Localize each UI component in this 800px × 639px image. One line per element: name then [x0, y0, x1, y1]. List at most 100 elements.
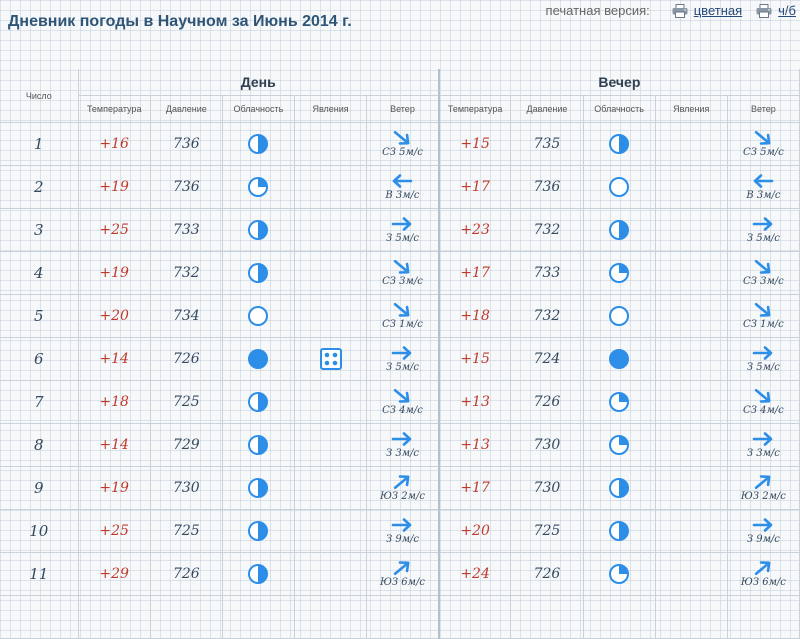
day-number: 9: [0, 466, 79, 510]
pressure-cell: [510, 595, 584, 639]
print-version-label: печатная версия:: [545, 3, 650, 18]
column-header-phenomena: Явления: [655, 95, 728, 123]
temperature-cell: +17: [438, 466, 512, 510]
temperature-cell: +20: [78, 294, 151, 338]
cloud-half-icon: [248, 263, 269, 283]
phenomena-cell: [294, 251, 368, 295]
wind-cell: З 9м/с: [727, 509, 800, 553]
wind-arrow-icon: [394, 259, 410, 274]
wind-cell: СЗ 5м/с: [366, 122, 440, 166]
wind-cell: ЮЗ 2м/с: [366, 466, 440, 510]
wind-text: З 5м/с: [385, 362, 419, 373]
group-header-day: День: [78, 69, 440, 96]
temperature-cell: +14: [78, 337, 151, 381]
wind-text: З 3м/с: [746, 448, 780, 459]
wind-text: СЗ 4м/с: [743, 405, 784, 416]
temperature-cell: +16: [78, 122, 151, 166]
cloud-quarter-icon: [609, 564, 630, 584]
table-row: 11 +29 726 ЮЗ 6м/с +24 726 ЮЗ 6м/с: [0, 552, 800, 596]
phenomena-cell: [294, 423, 368, 467]
wind-arrow-icon: [392, 432, 412, 446]
table-row: 8 +14 729 З 3м/с +13 730 З 3м/с: [0, 423, 800, 467]
pressure-cell: [150, 595, 223, 639]
pressure-cell: 736: [150, 165, 223, 209]
table-row: 7 +18 725 СЗ 4м/с +13 726 СЗ 4м/с: [0, 380, 800, 424]
wind-text: СЗ 1м/с: [382, 319, 423, 330]
table-row: 6 +14 726 З 5м/с +15 724 З 5м/с: [0, 337, 800, 381]
temperature-cell: +25: [78, 208, 151, 252]
wind-cell: [727, 595, 800, 639]
cloudiness-cell: [583, 552, 656, 596]
pressure-cell: 734: [150, 294, 223, 338]
cloud-full-icon: [609, 349, 630, 369]
phenomena-cell: [294, 466, 368, 510]
table-row: [0, 595, 800, 639]
temperature-cell: [438, 595, 512, 639]
cloud-clear-icon: [248, 306, 269, 326]
column-header-wind: Ветер: [366, 95, 440, 123]
pressure-cell: 725: [150, 380, 223, 424]
color-print-link[interactable]: цветная: [693, 3, 743, 18]
weather-diary-table: Число День Вечер Температура Давление Об…: [0, 69, 800, 639]
wind-arrow-icon: [393, 174, 413, 188]
wind-cell: З 3м/с: [366, 423, 440, 467]
day-number: 7: [0, 380, 79, 424]
wind-indicator: В 3м/с: [728, 173, 799, 201]
column-header-day: Число: [0, 69, 79, 123]
cloudiness-cell: [222, 251, 296, 295]
wind-text: З 3м/с: [385, 448, 419, 459]
temperature-cell: +29: [78, 552, 151, 596]
wind-cell: СЗ 5м/с: [727, 122, 800, 166]
wind-arrow-icon: [754, 174, 774, 188]
table-row: 3 +25 733 З 5м/с +23 732 З 5м/с: [0, 208, 800, 252]
bw-print-link[interactable]: ч/б: [778, 3, 796, 18]
wind-text: СЗ 1м/с: [743, 319, 784, 330]
printer-icon[interactable]: [672, 3, 688, 18]
phenomena-cell: [655, 380, 728, 424]
cloud-half-icon: [248, 220, 269, 240]
wind-text: В 3м/с: [746, 190, 781, 201]
wind-cell: СЗ 1м/с: [727, 294, 800, 338]
pressure-cell: 730: [510, 466, 584, 510]
cloud-clear-icon: [609, 306, 630, 326]
pressure-cell: 730: [510, 423, 584, 467]
page-title: Дневник погоды в Научном за Июнь 2014 г.: [8, 13, 352, 30]
day-number: 11: [0, 552, 79, 596]
table-row: 4 +19 732 СЗ 3м/с +17 733 СЗ 3м/с: [0, 251, 800, 295]
column-header-pressure: Давление: [510, 95, 584, 123]
wind-cell: [366, 595, 440, 639]
wind-indicator: З 5м/с: [367, 216, 438, 244]
wind-indicator: З 5м/с: [728, 216, 799, 244]
day-number: 5: [0, 294, 79, 338]
pressure-cell: 732: [510, 294, 584, 338]
printer-icon[interactable]: [756, 3, 772, 18]
wind-arrow-icon: [392, 518, 412, 532]
cloudiness-cell: [222, 165, 296, 209]
weather-rows: 1 +16 736 СЗ 5м/с +15 735 СЗ 5м/с 2 +19 736 В 3м/с…: [0, 122, 800, 639]
phenomena-cell: [294, 165, 368, 209]
pressure-cell: 729: [150, 423, 223, 467]
cloudiness-cell: [222, 423, 296, 467]
cloudiness-cell: [583, 466, 656, 510]
cloud-quarter-icon: [609, 435, 630, 455]
wind-indicator: СЗ 5м/с: [728, 130, 799, 158]
day-number: 3: [0, 208, 79, 252]
phenomena-cell: [655, 595, 728, 639]
wind-cell: ЮЗ 6м/с: [366, 552, 440, 596]
wind-indicator: З 3м/с: [728, 431, 799, 459]
pressure-cell: 736: [510, 165, 584, 209]
cloudiness-cell: [583, 380, 656, 424]
phenomena-cell: [294, 294, 368, 338]
table-row: 1 +16 736 СЗ 5м/с +15 735 СЗ 5м/с: [0, 122, 800, 166]
pressure-cell: 732: [150, 251, 223, 295]
pressure-cell: 732: [510, 208, 584, 252]
wind-indicator: З 9м/с: [728, 517, 799, 545]
wind-text: З 9м/с: [746, 534, 780, 545]
wind-text: СЗ 3м/с: [382, 276, 423, 287]
cloudiness-cell: [222, 595, 296, 639]
temperature-cell: +18: [438, 294, 512, 338]
temperature-cell: +25: [78, 509, 151, 553]
wind-cell: СЗ 1м/с: [366, 294, 440, 338]
cloudiness-cell: [583, 165, 656, 209]
pressure-cell: 730: [150, 466, 223, 510]
